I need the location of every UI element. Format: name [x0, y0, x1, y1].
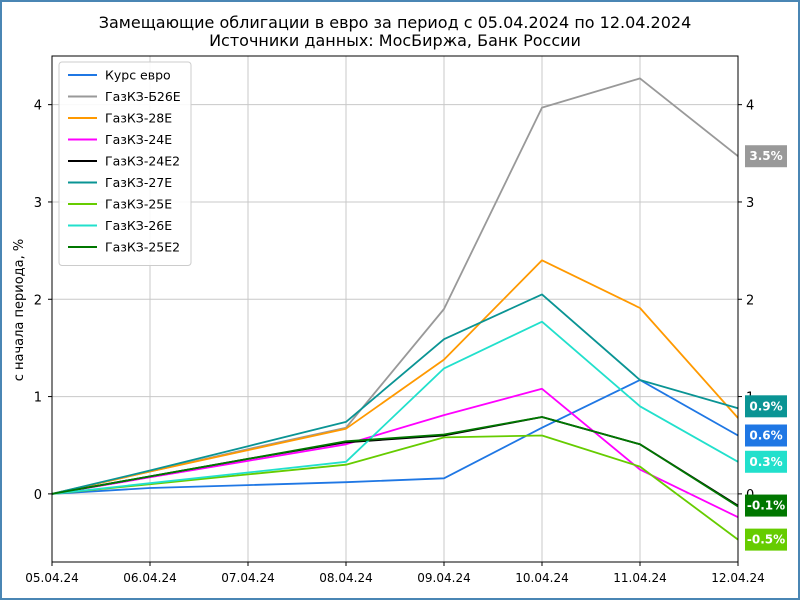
series-line — [51, 259, 739, 495]
x-tick-label: 12.04.24 — [711, 571, 764, 585]
legend-entry: ГазКЗ-25Е — [105, 197, 172, 212]
x-tick-label: 07.04.24 — [221, 571, 274, 585]
x-tick-label: 08.04.24 — [319, 571, 372, 585]
end-label-text: 0.6% — [749, 429, 782, 443]
legend-entry: ГазКЗ-24Е2 — [105, 154, 180, 169]
end-label-text: 0.3% — [749, 455, 782, 469]
end-label-text: -0.5% — [747, 533, 785, 547]
y-tick-label-right: 2 — [746, 293, 754, 308]
x-axis: 05.04.24 06.04.24 07.04.24 08.04.24 09.04.24… — [25, 562, 765, 585]
x-tick-label: 11.04.24 — [613, 571, 666, 585]
chart-subtitle: Источники данных: МосБиржа, Банк России — [209, 31, 581, 50]
legend-entry: ГазКЗ-24Е — [105, 132, 172, 147]
end-label-box — [745, 494, 787, 517]
end-label-box — [745, 424, 787, 447]
y-tick-label-left: 3 — [34, 196, 42, 211]
series-line — [51, 320, 739, 495]
series-line — [51, 434, 739, 541]
y-tick-label-left: 2 — [34, 293, 42, 308]
x-tick-label: 10.04.24 — [515, 571, 568, 585]
end-label-box — [745, 528, 787, 551]
end-label-box — [745, 450, 787, 473]
chart-title: Замещающие облигации в евро за период с … — [99, 13, 692, 32]
legend-entry: Курс евро — [105, 68, 171, 83]
x-tick-label: 05.04.24 — [25, 571, 78, 585]
legend-entry: ГазКЗ-28Е — [105, 111, 172, 126]
series-line — [51, 416, 739, 508]
end-labels: 3.5% 0.9% 0.6% 0.3% -0.1% -0.5% — [745, 145, 787, 551]
legend-entry: ГазКЗ-26Е — [105, 218, 172, 233]
y-axis-label: с начала периода, % — [12, 239, 27, 382]
series-line — [51, 379, 739, 495]
series-line — [51, 387, 739, 519]
end-label-text: 3.5% — [749, 149, 782, 163]
legend-entry: ГазКЗ-Б26Е — [105, 89, 181, 104]
x-tick-label: 09.04.24 — [417, 571, 470, 585]
end-label-text: -0.1% — [747, 499, 785, 513]
y-tick-label-right: 4 — [746, 99, 754, 114]
y-tick-label-left: 4 — [34, 99, 42, 114]
legend: Курс евро ГазКЗ-Б26Е ГазКЗ-28Е ГазКЗ-24Е Газ… — [58, 61, 192, 266]
legend-box — [58, 61, 192, 266]
legend-entry: ГазКЗ-27Е — [105, 175, 172, 190]
end-label-box — [745, 395, 787, 418]
end-label-box — [745, 145, 787, 168]
y-tick-label-left: 0 — [34, 488, 42, 503]
plot-border — [51, 55, 739, 563]
series-lines — [51, 77, 739, 541]
end-label-text: 0.9% — [749, 399, 782, 413]
y-tick-label-right: 3 — [746, 196, 754, 211]
series-line — [51, 293, 739, 495]
y-tick-label-left: 1 — [34, 391, 42, 406]
x-tick-label: 06.04.24 — [123, 571, 176, 585]
legend-entry: ГазКЗ-25Е2 — [105, 240, 180, 255]
